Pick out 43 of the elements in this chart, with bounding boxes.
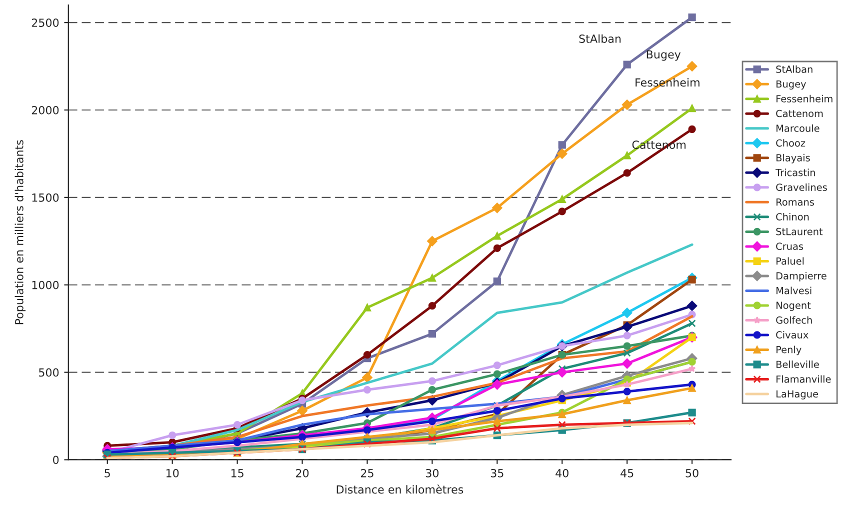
x-axis-title: Distance en kilomètres: [336, 484, 464, 494]
legend-label: Civaux: [776, 331, 808, 339]
y-tick-label: 500: [39, 368, 59, 377]
legend-label: Nogent: [776, 302, 811, 311]
x-tick-label: 10: [166, 468, 179, 478]
y-tick-label: 1000: [32, 280, 59, 290]
legend-label: Dampierre: [776, 272, 826, 282]
x-tick-label: 35: [490, 468, 504, 478]
x-tick-label: 30: [426, 468, 439, 478]
x-tick-label: 20: [296, 468, 309, 478]
legend-label: Cruas: [776, 242, 804, 250]
annotation: StAlban: [579, 34, 621, 43]
legend-label: Bugey: [776, 80, 806, 90]
legend-label: Belleville: [776, 360, 819, 368]
legend-label: LaHague: [776, 390, 818, 400]
annotation: Bugey: [646, 50, 681, 61]
y-tick-label: 2500: [32, 18, 59, 27]
y-tick-label: 1500: [32, 193, 59, 202]
legend-label: Malvesi: [776, 286, 812, 294]
legend-label: Flamanville: [776, 375, 831, 383]
x-tick-label: 50: [686, 468, 698, 478]
legend-label: Marcoule: [776, 124, 820, 132]
x-tick-label: 15: [231, 469, 244, 478]
legend-label: Cattenom: [776, 110, 823, 118]
legend-label: StAlban: [776, 65, 812, 73]
legend-label: Romans: [776, 198, 814, 206]
y-axis-title: Population en milliers d'habitants: [14, 140, 26, 324]
x-tick-label: 45: [620, 469, 634, 478]
x-tick-label: 5: [104, 469, 110, 478]
legend-label: Blayais: [776, 154, 810, 164]
legend-label: Tricastin: [776, 168, 815, 176]
legend-label: Paluel: [776, 257, 804, 265]
y-tick-label: 2000: [32, 106, 59, 114]
x-tick-label: 25: [360, 468, 374, 478]
x-tick-label: 40: [556, 468, 568, 478]
legend-label: Chinon: [776, 212, 809, 220]
legend-label: Penly: [776, 346, 802, 356]
legend-label: Gravelines: [776, 183, 827, 191]
y-tick-label: 0: [53, 456, 59, 464]
legend-label: StLaurent: [776, 228, 823, 236]
legend-label: Golfech: [776, 316, 812, 324]
legend-label: Chooz: [776, 139, 806, 147]
legend-label: Fessenheim: [776, 94, 832, 102]
